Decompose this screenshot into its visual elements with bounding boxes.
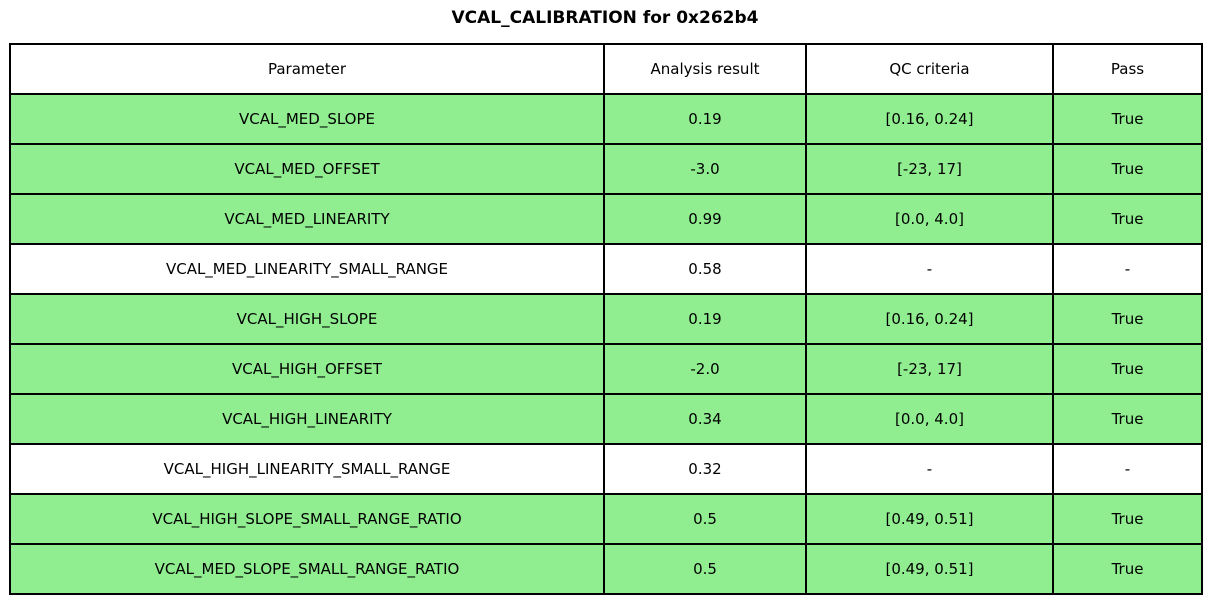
table-row: VCAL_MED_OFFSET -3.0 [-23, 17] True (9, 143, 1203, 195)
cell-qc-criteria: [0.16, 0.24] (805, 93, 1054, 145)
column-header-qc-criteria: QC criteria (805, 43, 1054, 95)
cell-analysis-result: 0.58 (603, 243, 807, 295)
cell-pass: - (1052, 243, 1203, 295)
table-row: VCAL_MED_SLOPE_SMALL_RANGE_RATIO 0.5 [0.49… (9, 543, 1203, 595)
table-row: VCAL_MED_SLOPE 0.19 [0.16, 0.24] True (9, 93, 1203, 145)
cell-qc-criteria: [0.0, 4.0] (805, 393, 1054, 445)
cell-pass: True (1052, 543, 1203, 595)
cell-analysis-result: 0.5 (603, 493, 807, 545)
table-row: VCAL_HIGH_LINEARITY_SMALL_RANGE 0.32- - (9, 443, 1203, 495)
page-title: VCAL_CALIBRATION for 0x262b4 (451, 8, 759, 28)
cell-parameter: VCAL_HIGH_SLOPE (9, 293, 605, 345)
column-header-pass: Pass (1052, 43, 1203, 95)
cell-parameter: VCAL_HIGH_LINEARITY (9, 393, 605, 445)
cell-pass: True (1052, 343, 1203, 395)
cell-qc-criteria: [-23, 17] (805, 143, 1054, 195)
cell-analysis-result: 0.99 (603, 193, 807, 245)
table-row: VCAL_MED_LINEARITY 0.99 [0.0, 4.0] True (9, 193, 1203, 245)
cell-parameter: VCAL_MED_LINEARITY (9, 193, 605, 245)
calibration-table: Parameter Analysis result QC criteria Pa… (9, 43, 1203, 595)
cell-pass: True (1052, 193, 1203, 245)
cell-qc-criteria: - (805, 443, 1054, 495)
table-row: VCAL_HIGH_LINEARITY 0.34 [0.0, 4.0] True (9, 393, 1203, 445)
cell-analysis-result: -3.0 (603, 143, 807, 195)
cell-parameter: VCAL_MED_SLOPE_SMALL_RANGE_RATIO (9, 543, 605, 595)
cell-qc-criteria: [-23, 17] (805, 343, 1054, 395)
cell-analysis-result: 0.5 (603, 543, 807, 595)
table-row: VCAL_HIGH_SLOPE 0.19 [0.16, 0.24] True (9, 293, 1203, 345)
column-header-parameter: Parameter (9, 43, 605, 95)
table-row: VCAL_HIGH_SLOPE_SMALL_RANGE_RATIO 0.5 [0.4… (9, 493, 1203, 545)
cell-pass: - (1052, 443, 1203, 495)
cell-parameter: VCAL_HIGH_LINEARITY_SMALL_RANGE (9, 443, 605, 495)
cell-parameter: VCAL_HIGH_SLOPE_SMALL_RANGE_RATIO (9, 493, 605, 545)
cell-parameter: VCAL_MED_OFFSET (9, 143, 605, 195)
cell-pass: True (1052, 143, 1203, 195)
cell-analysis-result: 0.19 (603, 93, 807, 145)
cell-parameter: VCAL_MED_SLOPE (9, 93, 605, 145)
cell-pass: True (1052, 93, 1203, 145)
cell-pass: True (1052, 493, 1203, 545)
cell-parameter: VCAL_MED_LINEARITY_SMALL_RANGE (9, 243, 605, 295)
table-body: VCAL_MED_SLOPE 0.19 [0.16, 0.24] True VCAL_M… (9, 93, 1203, 595)
cell-qc-criteria: [0.16, 0.24] (805, 293, 1054, 345)
cell-parameter: VCAL_HIGH_OFFSET (9, 343, 605, 395)
cell-qc-criteria: [0.49, 0.51] (805, 493, 1054, 545)
cell-qc-criteria: [0.49, 0.51] (805, 543, 1054, 595)
cell-qc-criteria: - (805, 243, 1054, 295)
cell-analysis-result: 0.34 (603, 393, 807, 445)
cell-pass: True (1052, 293, 1203, 345)
table-row: VCAL_HIGH_OFFSET -2.0 [-23, 17] True (9, 343, 1203, 395)
cell-analysis-result: 0.32 (603, 443, 807, 495)
column-header-analysis-result: Analysis result (603, 43, 807, 95)
cell-analysis-result: -2.0 (603, 343, 807, 395)
cell-qc-criteria: [0.0, 4.0] (805, 193, 1054, 245)
cell-analysis-result: 0.19 (603, 293, 807, 345)
cell-pass: True (1052, 393, 1203, 445)
header-row: Parameter Analysis result QC criteria Pa… (9, 43, 1203, 95)
table-row: VCAL_MED_LINEARITY_SMALL_RANGE 0.58- - (9, 243, 1203, 295)
